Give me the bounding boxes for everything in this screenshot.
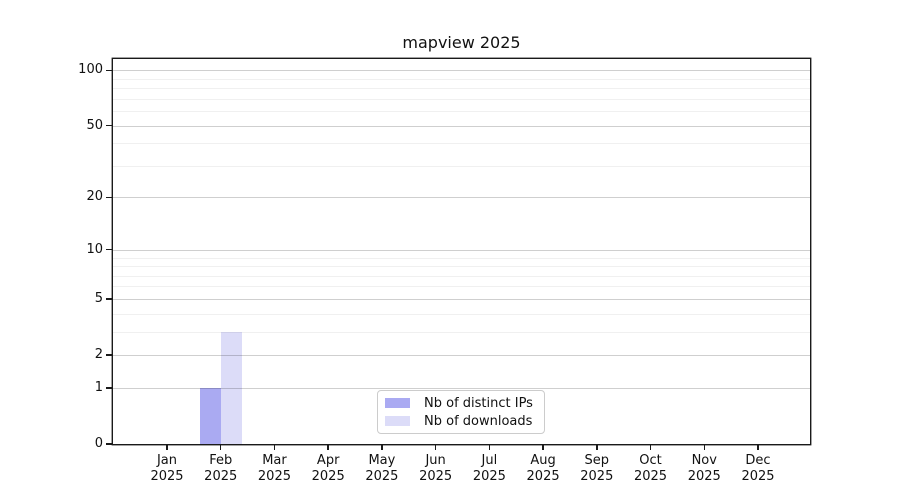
minor-gridline-8 (113, 266, 810, 268)
x-tick-mark-2 (273, 445, 276, 450)
minor-gridline-60 (113, 111, 810, 113)
y-tick-label-2: 2 (94, 347, 103, 363)
x-tick-label-7: Aug 2025 (526, 453, 560, 484)
x-tick-label-9: Oct 2025 (633, 453, 668, 484)
x-tick-mark-4 (381, 445, 383, 450)
y-tick-label-0: 0 (94, 436, 103, 451)
x-tick-label-10: Nov 2025 (687, 453, 721, 484)
major-gridline-50 (113, 125, 810, 127)
y-tick-mark-50 (106, 124, 113, 127)
minor-gridline-7 (113, 275, 810, 277)
major-gridline-2 (113, 355, 810, 357)
major-gridline-10 (113, 249, 810, 251)
minor-gridline-3 (113, 331, 810, 333)
legend-swatch-downloads (385, 416, 410, 426)
x-tick-mark-9 (649, 445, 652, 450)
minor-gridline-80 (113, 88, 810, 90)
y-tick-mark-2 (106, 354, 113, 356)
legend-label-distinct-ips: Nb of distinct IPs (424, 395, 533, 411)
x-tick-mark-7 (542, 445, 544, 450)
bar-distinct-ips-1 (199, 387, 221, 444)
y-tick-label-10: 10 (86, 241, 103, 257)
y-tick-label-20: 20 (86, 189, 103, 205)
x-tick-label-6: Jul 2025 (472, 453, 506, 484)
y-tick-label-5: 5 (94, 290, 103, 306)
minor-gridline-30 (113, 165, 810, 167)
major-gridline-5 (113, 298, 810, 300)
minor-gridline-40 (113, 143, 810, 145)
legend-swatch-distinct-ips (385, 398, 410, 408)
x-tick-label-0: Jan 2025 (150, 453, 184, 484)
major-gridline-100 (113, 70, 810, 72)
x-tick-label-8: Sep 2025 (580, 453, 614, 484)
x-tick-label-11: Dec 2025 (741, 453, 775, 484)
plot-area: Nb of distinct IPs Nb of downloads (113, 59, 810, 444)
legend-item-distinct-ips: Nb of distinct IPs (378, 396, 544, 411)
legend-label-downloads: Nb of downloads (424, 413, 533, 429)
minor-gridline-70 (113, 98, 810, 100)
y-tick-mark-100 (106, 69, 113, 71)
x-tick-mark-1 (220, 445, 222, 450)
x-tick-mark-10 (703, 445, 705, 450)
x-tick-mark-3 (327, 445, 329, 450)
minor-gridline-90 (113, 78, 810, 80)
x-tick-label-4: May 2025 (365, 453, 399, 484)
legend-item-downloads: Nb of downloads (378, 414, 544, 429)
y-tick-mark-10 (106, 249, 113, 251)
y-tick-mark-20 (106, 196, 113, 199)
x-tick-mark-6 (488, 445, 491, 450)
x-tick-mark-0 (166, 445, 168, 450)
x-tick-mark-5 (434, 445, 437, 450)
minor-gridline-4 (113, 313, 810, 315)
x-tick-label-2: Mar 2025 (257, 453, 291, 484)
major-gridline-20 (113, 197, 810, 199)
y-tick-mark-1 (106, 387, 113, 389)
x-tick-label-5: Jun 2025 (419, 453, 453, 484)
legend: Nb of distinct IPs Nb of downloads (377, 390, 545, 434)
y-tick-label-100: 100 (78, 62, 103, 78)
x-tick-mark-8 (596, 445, 598, 450)
bar-downloads-1 (220, 331, 242, 444)
minor-gridline-6 (113, 286, 810, 288)
y-tick-mark-0 (106, 443, 113, 445)
x-tick-mark-11 (757, 445, 759, 450)
y-tick-label-1: 1 (94, 379, 103, 395)
y-tick-mark-5 (106, 298, 113, 300)
minor-gridline-9 (113, 257, 810, 259)
chart-title: mapview 2025 (402, 33, 521, 52)
x-tick-label-1: Feb 2025 (204, 453, 238, 484)
y-tick-label-50: 50 (86, 117, 103, 133)
x-tick-label-3: Apr 2025 (311, 453, 345, 484)
